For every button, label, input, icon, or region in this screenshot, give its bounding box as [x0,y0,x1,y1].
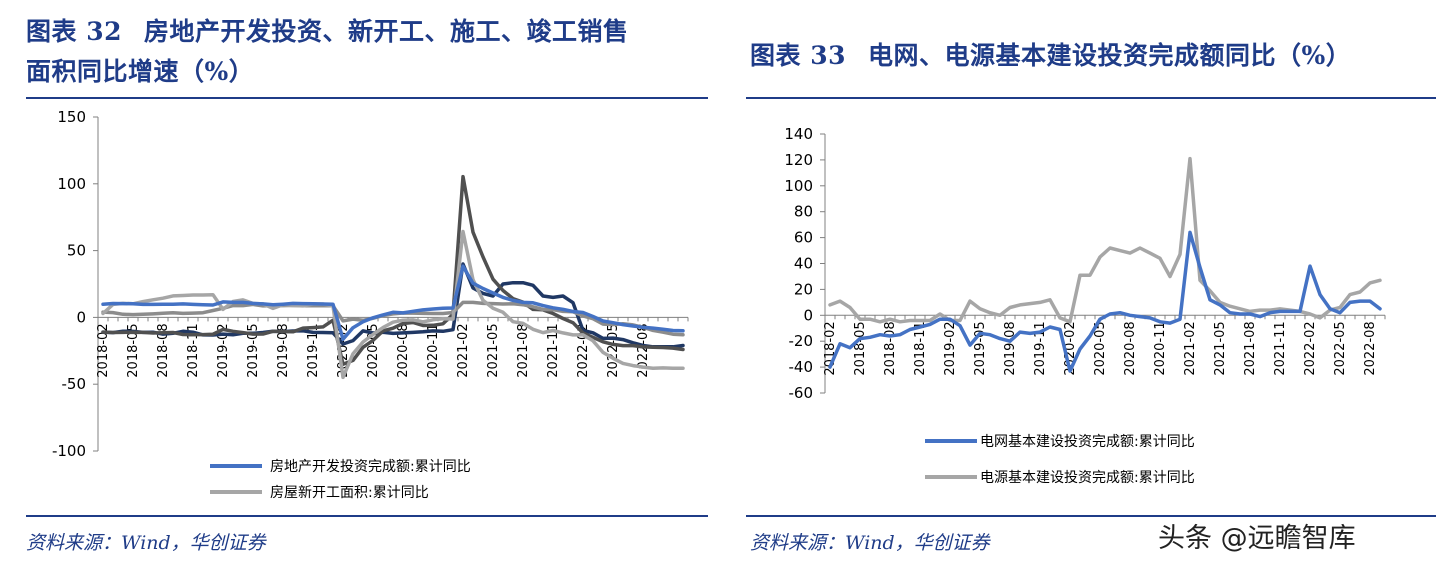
y-tick-label: 50 [67,242,86,260]
y-tick-label: 40 [794,255,813,273]
title-line-2: 面积同比增速（%） [26,57,255,86]
x-tick-label: 2020-05 [1093,321,1108,375]
x-tick-label: 2020-11 [426,323,441,377]
chart-panel-33: 图表 33 电网、电源基本建设投资完成额同比（%） 140 120 100 80 60 40… [740,0,1444,564]
x-tick-label: 2020-11 [1153,321,1168,375]
y-tick-label: -40 [789,358,814,376]
bottom-rule [746,515,1436,517]
x-tick-label: 2019-05 [246,323,261,377]
legend-label: 电网基本建设投资完成额:累计同比 [980,433,1195,450]
series-line [828,156,1382,324]
y-tick-label: -60 [789,384,814,402]
x-tick-label: 2021-02 [1183,321,1198,375]
x-tick-label: 2018-11 [186,323,201,377]
x-tick-label: 2018-08 [156,323,171,377]
x-tick-label: 2019-11 [1033,321,1048,375]
x-tick-label: 2021-08 [516,323,531,377]
x-tick-label: 2021-08 [1243,321,1258,375]
x-tick-label: 2018-02 [96,323,111,377]
x-tick-label: 2019-08 [276,323,291,377]
x-tick-label: 2022-08 [1363,321,1378,375]
line-chart-power-investment: 140 120 100 80 60 40 20 0 -20 -40 -60 2018-02 2018-0… [784,125,1386,486]
x-tick-label: 2018-08 [883,321,898,375]
top-rule [746,97,1436,99]
y-tick-label: 100 [784,177,813,195]
legend-label: 房地产开发投资完成额:累计同比 [270,459,471,475]
y-tick-label: 100 [57,175,86,193]
legend-label: 电源基本建设投资完成额:累计同比 [980,469,1195,486]
chart-panel-32: 图表 32 房地产开发投资、新开工、施工、竣工销售 面积同比增速（%） 150 10… [0,0,720,564]
y-tick-label: 80 [794,203,813,221]
x-tick-label: 2021-11 [1273,321,1288,375]
title-text: 电网、电源基本建设投资完成额同比（%） [868,41,1352,70]
legend-label: 房屋新开工面积:累计同比 [270,485,429,501]
x-tick-label: 2021-11 [546,323,561,377]
x-tick-label: 2019-11 [306,323,321,377]
x-tick-label: 2018-02 [823,321,838,375]
x-tick-label: 2022-08 [636,323,651,377]
x-tick-label: 2019-02 [943,321,958,375]
y-tick-label: 0 [803,306,813,324]
chart-title: 图表 33 电网、电源基本建设投资完成额同比（%） [750,36,1430,76]
x-tick-label: 2022-05 [1333,321,1348,375]
y-tick-label: 20 [794,280,813,298]
x-tick-label: 2020-08 [396,323,411,377]
title-line-1: 房地产开发投资、新开工、施工、竣工销售 [144,17,629,46]
series-line [101,229,685,380]
x-tick-label: 2022-05 [606,323,621,377]
x-tick-label: 2021-05 [1213,321,1228,375]
y-tick-label: -100 [52,442,86,460]
y-tick-label: 60 [794,229,813,247]
line-chart-real-estate: 150 100 50 0 -50 -100 2018-02 2018-05 2018-08 201… [52,108,689,501]
figure-number: 图表 33 [750,41,846,70]
x-tick-label: 2019-02 [216,323,231,377]
series-line [101,174,685,367]
x-tick-label: 2020-08 [1123,321,1138,375]
x-tick-label: 2021-05 [486,323,501,377]
watermark: 头条 @远瞻智库 [1158,523,1356,554]
y-tick-label: 140 [784,125,813,143]
y-tick-label: 150 [57,108,86,126]
top-rule [26,97,708,99]
x-tick-label: 2021-02 [456,323,471,377]
source-note: 资料来源：Wind，华创证券 [750,532,990,554]
y-tick-label: -50 [62,375,87,393]
figure-number: 图表 32 [26,17,122,46]
x-tick-label: 2019-05 [973,321,988,375]
x-tick-label: 2018-05 [126,323,141,377]
x-tick-label: 2018-05 [853,321,868,375]
bottom-rule [26,515,708,517]
series-line [828,230,1382,373]
y-tick-label: 120 [784,151,813,169]
source-note: 资料来源：Wind，华创证券 [26,532,266,554]
x-tick-label: 2018-11 [913,321,928,375]
chart-title: 图表 32 房地产开发投资、新开工、施工、竣工销售 面积同比增速（%） [26,12,706,92]
x-tick-label: 2019-08 [1003,321,1018,375]
series-line [101,264,685,341]
y-tick-label: 0 [76,308,86,326]
y-tick-label: -20 [789,332,814,350]
x-tick-label: 2022-02 [1303,321,1318,375]
